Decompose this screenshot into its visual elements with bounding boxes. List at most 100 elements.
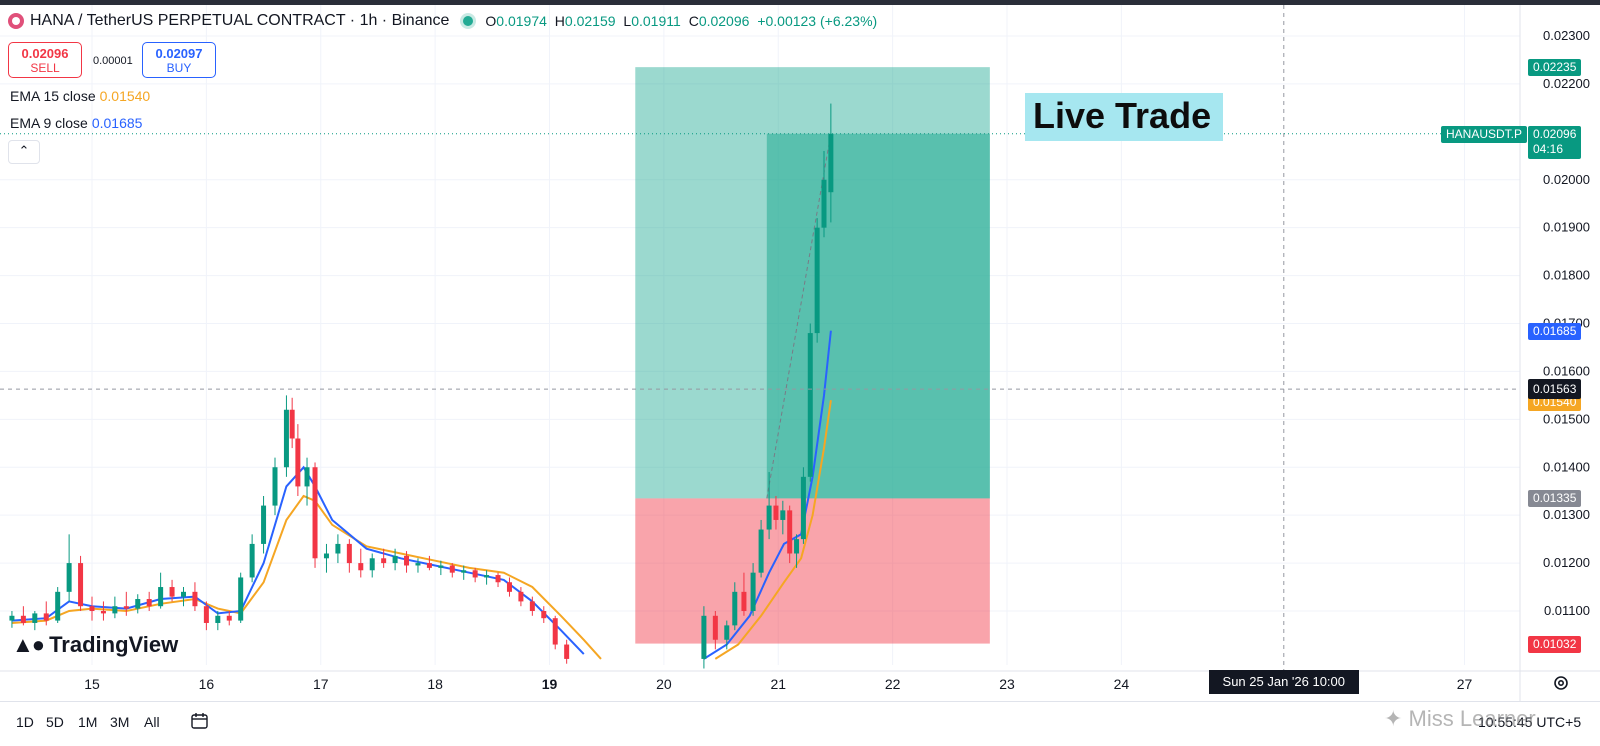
candle — [787, 505, 793, 564]
candle — [55, 587, 61, 623]
range-5d-button[interactable]: 5D — [46, 714, 64, 730]
x-tick-label: 22 — [885, 676, 901, 692]
candle — [712, 611, 718, 650]
candle — [335, 534, 341, 564]
y-tick-label: 0.01600 — [1543, 363, 1590, 378]
candle-body — [800, 476, 806, 540]
candle-body — [358, 563, 364, 571]
range-1d-button[interactable]: 1D — [16, 714, 34, 730]
candle-body — [295, 438, 301, 487]
candle — [758, 519, 764, 578]
loss-zone — [635, 498, 990, 644]
candle-body — [9, 615, 15, 621]
candle-body — [20, 615, 26, 623]
x-tick-label: 27 — [1457, 676, 1473, 692]
candle-body — [272, 467, 278, 506]
ema9-label: EMA 9 close — [10, 115, 88, 131]
y-tick-label: 0.01200 — [1543, 555, 1590, 570]
candle — [773, 496, 779, 530]
position-path-line — [766, 133, 832, 499]
candle-body — [404, 555, 410, 566]
range-1m-button[interactable]: 1M — [78, 714, 98, 730]
live-trade-label: Live Trade — [1025, 93, 1223, 141]
candle — [283, 395, 289, 477]
candle-body — [249, 543, 255, 578]
clock-readout[interactable]: 10:55:45 UTC+5 — [1478, 714, 1582, 730]
candle — [20, 606, 26, 626]
candle-body — [78, 563, 84, 607]
candle-body — [323, 553, 329, 559]
ema15-legend[interactable]: EMA 15 close 0.01540 — [10, 88, 150, 104]
crosshair-date-tag: Sun 25 Jan '26 10:00 — [1208, 670, 1359, 694]
candle-body — [261, 505, 267, 544]
candle — [112, 596, 118, 619]
open-value: 0.01974 — [496, 13, 547, 29]
candle-body — [814, 227, 820, 334]
chevron-up-icon: ⌃ — [18, 143, 30, 158]
candle-body — [312, 467, 318, 559]
collapse-legend-button[interactable]: ⌃ — [8, 140, 40, 164]
candle-body — [289, 409, 295, 439]
candle — [449, 563, 455, 578]
x-tick-label: 23 — [999, 676, 1015, 692]
calendar-range-icon[interactable] — [190, 711, 210, 731]
candle — [495, 572, 501, 588]
candle-body — [794, 539, 800, 554]
candle-body — [215, 615, 221, 623]
sell-label: SELL — [30, 61, 60, 75]
high-value: 0.02159 — [564, 13, 616, 29]
candle-body — [169, 587, 175, 597]
candle-body — [66, 563, 72, 592]
candle-body — [564, 644, 570, 659]
candle — [203, 601, 209, 631]
y-tick-label: 0.02200 — [1543, 76, 1590, 91]
candle — [289, 397, 295, 449]
countdown-value: 04:16 — [1533, 141, 1564, 156]
candle-body — [32, 613, 38, 623]
candle — [780, 500, 786, 535]
candle — [392, 548, 398, 571]
crosshair-layer — [0, 5, 1520, 671]
candle-body — [181, 591, 186, 597]
candle — [404, 551, 410, 573]
candle-body — [192, 591, 198, 607]
ema15-line — [714, 400, 832, 660]
tradingview-logo[interactable]: ▲● TradingView — [12, 632, 178, 658]
spread-value: 0.00001 — [93, 55, 133, 67]
candle — [249, 534, 255, 583]
sell-button[interactable]: 0.02096 SELL — [8, 42, 82, 78]
candle — [192, 582, 198, 611]
candle — [807, 323, 813, 482]
candle-body — [438, 565, 444, 568]
candle — [169, 579, 175, 602]
candle-body — [392, 555, 398, 564]
chart-header: HANA / TetherUS PERPETUAL CONTRACT · 1h … — [8, 12, 881, 30]
gear-icon[interactable] — [1552, 674, 1570, 692]
candle — [346, 539, 352, 573]
buy-label: BUY — [166, 61, 192, 75]
candle — [312, 462, 318, 568]
candle-body — [123, 606, 129, 609]
price-chart[interactable]: 0.023000.022000.020000.019000.018000.017… — [0, 5, 1600, 701]
ema9-legend[interactable]: EMA 9 close 0.01685 — [10, 115, 142, 131]
y-tick-label: 0.01100 — [1544, 603, 1590, 618]
target-price-tag: 0.02235 — [1528, 59, 1582, 77]
symbol-title[interactable]: HANA / TetherUS PERPETUAL CONTRACT · 1h … — [30, 12, 450, 29]
candle — [701, 606, 707, 669]
candle — [66, 534, 72, 602]
candle-body — [828, 133, 834, 193]
candle-body — [369, 558, 375, 571]
candle-body — [135, 599, 141, 609]
candle — [821, 151, 827, 238]
candle — [741, 572, 747, 616]
close-value: 0.02096 — [698, 13, 750, 29]
buy-button[interactable]: 0.02097 BUY — [142, 42, 216, 78]
candle — [78, 555, 84, 611]
candle — [135, 594, 141, 614]
last-price-tag: 0.02096 04:16 — [1528, 125, 1582, 159]
tradingview-wordmark: TradingView — [49, 632, 179, 657]
x-tick-label: 19 — [542, 676, 558, 692]
range-all-button[interactable]: All — [144, 714, 160, 730]
candle-body — [415, 563, 421, 566]
range-3m-button[interactable]: 3M — [110, 714, 130, 730]
